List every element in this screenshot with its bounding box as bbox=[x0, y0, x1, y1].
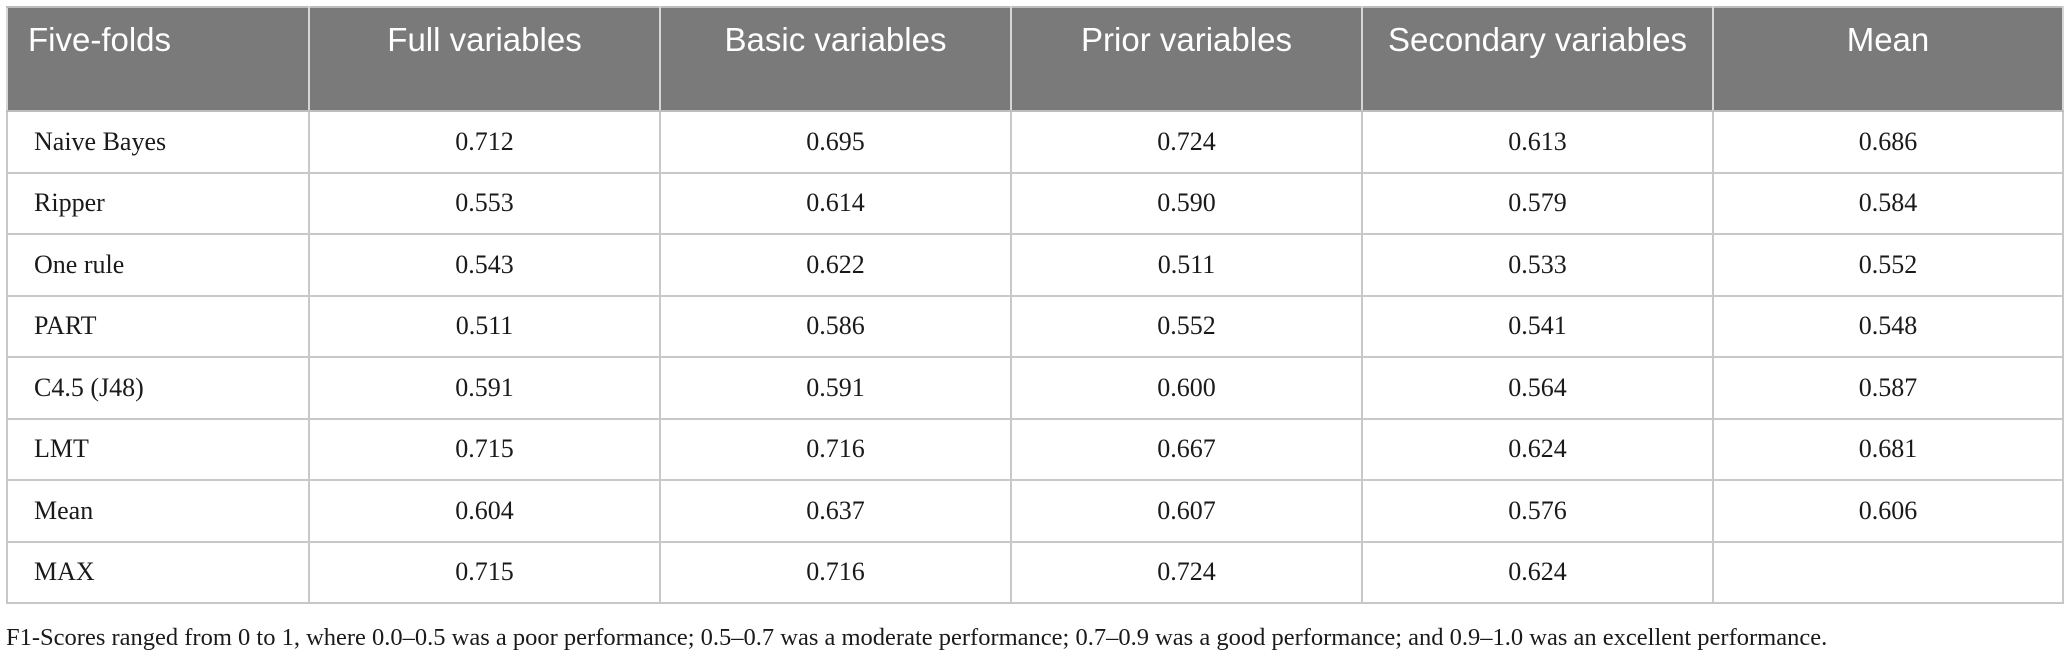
table-cell: 0.624 bbox=[1361, 540, 1714, 604]
row-label: Ripper bbox=[6, 171, 310, 235]
table-cell: 0.591 bbox=[659, 356, 1012, 420]
table-cell: 0.695 bbox=[659, 110, 1012, 174]
row-label: PART bbox=[6, 294, 310, 358]
row-label: LMT bbox=[6, 417, 310, 481]
table-cell: 0.686 bbox=[1712, 110, 2064, 174]
row-label: Naive Bayes bbox=[6, 110, 310, 174]
table-cell: 0.533 bbox=[1361, 233, 1714, 297]
table-cell: 0.724 bbox=[1010, 110, 1363, 174]
table-cell: 0.548 bbox=[1712, 294, 2064, 358]
table-cell: 0.716 bbox=[659, 540, 1012, 604]
row-label: Mean bbox=[6, 479, 310, 543]
row-label: MAX bbox=[6, 540, 310, 604]
f1-score-table: Five-folds Full variables Basic variable… bbox=[6, 6, 2064, 604]
table-cell: 0.552 bbox=[1712, 233, 2064, 297]
table-cell: 0.543 bbox=[308, 233, 661, 297]
table-cell: 0.724 bbox=[1010, 540, 1363, 604]
table-row: Mean 0.604 0.637 0.607 0.576 0.606 bbox=[6, 479, 2064, 543]
table-cell: 0.584 bbox=[1712, 171, 2064, 235]
column-header-secondary-variables: Secondary variables bbox=[1361, 6, 1714, 112]
table-cell: 0.607 bbox=[1010, 479, 1363, 543]
table-cell bbox=[1712, 540, 2064, 604]
table-footnote: F1-Scores ranged from 0 to 1, where 0.0–… bbox=[6, 624, 1828, 651]
table-body: Naive Bayes 0.712 0.695 0.724 0.613 0.68… bbox=[6, 110, 2064, 604]
column-header-folds: Five-folds bbox=[6, 6, 310, 112]
table-cell: 0.604 bbox=[308, 479, 661, 543]
table-cell: 0.553 bbox=[308, 171, 661, 235]
table-cell: 0.667 bbox=[1010, 417, 1363, 481]
table-cell: 0.613 bbox=[1361, 110, 1714, 174]
table-row: LMT 0.715 0.716 0.667 0.624 0.681 bbox=[6, 417, 2064, 481]
table-cell: 0.600 bbox=[1010, 356, 1363, 420]
table-cell: 0.590 bbox=[1010, 171, 1363, 235]
table-cell: 0.715 bbox=[308, 540, 661, 604]
table-cell: 0.511 bbox=[1010, 233, 1363, 297]
table-cell: 0.715 bbox=[308, 417, 661, 481]
table-cell: 0.624 bbox=[1361, 417, 1714, 481]
table-row: PART 0.511 0.586 0.552 0.541 0.548 bbox=[6, 294, 2064, 358]
table-header: Five-folds Full variables Basic variable… bbox=[6, 6, 2064, 112]
results-table-container: Five-folds Full variables Basic variable… bbox=[6, 6, 2064, 604]
table-cell: 0.579 bbox=[1361, 171, 1714, 235]
table-row: MAX 0.715 0.716 0.724 0.624 bbox=[6, 540, 2064, 604]
table-cell: 0.511 bbox=[308, 294, 661, 358]
table-cell: 0.637 bbox=[659, 479, 1012, 543]
table-cell: 0.587 bbox=[1712, 356, 2064, 420]
row-label: C4.5 (J48) bbox=[6, 356, 310, 420]
table-cell: 0.586 bbox=[659, 294, 1012, 358]
table-cell: 0.614 bbox=[659, 171, 1012, 235]
table-row: Naive Bayes 0.712 0.695 0.724 0.613 0.68… bbox=[6, 110, 2064, 174]
table-cell: 0.622 bbox=[659, 233, 1012, 297]
column-header-mean: Mean bbox=[1712, 6, 2064, 112]
row-label: One rule bbox=[6, 233, 310, 297]
table-row: Ripper 0.553 0.614 0.590 0.579 0.584 bbox=[6, 171, 2064, 235]
header-row: Five-folds Full variables Basic variable… bbox=[6, 6, 2064, 112]
table-cell: 0.591 bbox=[308, 356, 661, 420]
column-header-prior-variables: Prior variables bbox=[1010, 6, 1363, 112]
column-header-basic-variables: Basic variables bbox=[659, 6, 1012, 112]
column-header-full-variables: Full variables bbox=[308, 6, 661, 112]
table-cell: 0.576 bbox=[1361, 479, 1714, 543]
table-cell: 0.712 bbox=[308, 110, 661, 174]
table-cell: 0.716 bbox=[659, 417, 1012, 481]
table-cell: 0.552 bbox=[1010, 294, 1363, 358]
table-row: One rule 0.543 0.622 0.511 0.533 0.552 bbox=[6, 233, 2064, 297]
table-cell: 0.564 bbox=[1361, 356, 1714, 420]
table-cell: 0.606 bbox=[1712, 479, 2064, 543]
table-cell: 0.681 bbox=[1712, 417, 2064, 481]
table-row: C4.5 (J48) 0.591 0.591 0.600 0.564 0.587 bbox=[6, 356, 2064, 420]
table-cell: 0.541 bbox=[1361, 294, 1714, 358]
